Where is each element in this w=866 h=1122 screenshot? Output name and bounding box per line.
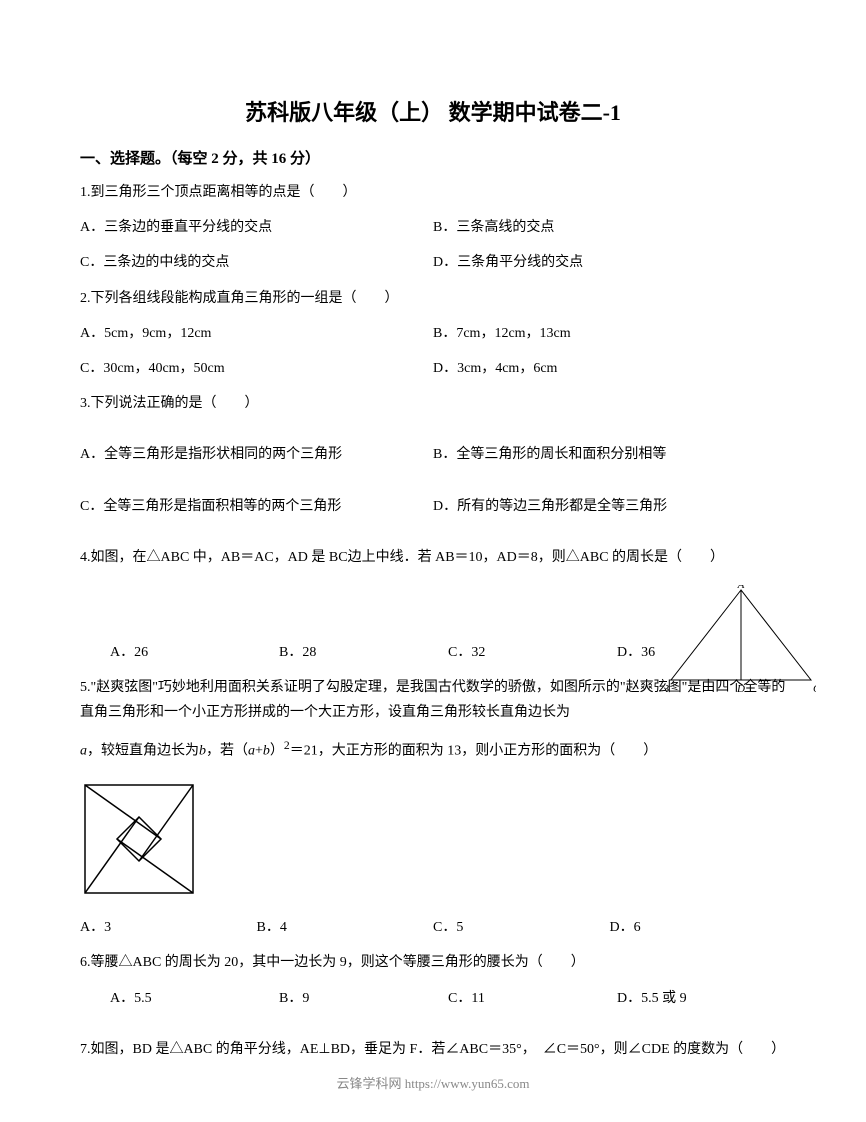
q1-optA: A．三条边的垂直平分线的交点: [80, 215, 433, 240]
q6-text: 6.等腰△ABC 的周长为 20，其中一边长为 9，则这个等腰三角形的腰长为（ …: [80, 950, 786, 975]
triangle-diagram: A B C D: [666, 585, 816, 695]
q1-optD: D．三条角平分线的交点: [433, 250, 786, 275]
q2-optD: D．3cm，4cm，6cm: [433, 356, 786, 381]
q6-options: A．5.5 B．9 C．11 D．5.5 或 9: [80, 986, 786, 1011]
q1-optC: C．三条边的中线的交点: [80, 250, 433, 275]
q2-optC: C．30cm，40cm，50cm: [80, 356, 433, 381]
q3-options-row1: A．全等三角形是指形状相同的两个三角形 B．全等三角形的周长和面积分别相等: [80, 442, 786, 467]
q5-line2: a，较短直角边长为b，若（a+b）2＝21，大正方形的面积为 13，则小正方形的…: [80, 735, 786, 764]
q6-optA: A．5.5: [110, 986, 279, 1011]
q5-optA: A．3: [80, 915, 257, 940]
q6-optB: B．9: [279, 986, 448, 1011]
pinwheel-diagram: [80, 780, 198, 898]
q1-optB: B．三条高线的交点: [433, 215, 786, 240]
q2-optA: A．5cm，9cm，12cm: [80, 321, 433, 346]
footer: 云锋学科网 https://www.yun65.com: [0, 1073, 866, 1092]
q7-text: 7.如图，BD 是△ABC 的角平分线，AE⊥BD，垂足为 F．若∠ABC＝35…: [80, 1037, 786, 1062]
q1-options-row2: C．三条边的中线的交点 D．三条角平分线的交点: [80, 250, 786, 275]
q5-optC: C．5: [433, 915, 610, 940]
q3-optC: C．全等三角形是指面积相等的两个三角形: [80, 494, 433, 519]
q5-options: A．3 B．4 C．5 D．6: [80, 915, 786, 940]
svg-text:B: B: [666, 683, 669, 695]
q2-options-row1: A．5cm，9cm，12cm B．7cm，12cm，13cm: [80, 321, 786, 346]
q4-optC: C．32: [448, 640, 617, 665]
svg-text:A: A: [737, 585, 745, 591]
q1-text: 1.到三角形三个顶点距离相等的点是（ ）: [80, 180, 786, 205]
q6-optD: D．5.5 或 9: [617, 986, 786, 1011]
q4-optB: B．28: [279, 640, 448, 665]
q3-optB: B．全等三角形的周长和面积分别相等: [433, 442, 786, 467]
q2-optB: B．7cm，12cm，13cm: [433, 321, 786, 346]
q3-options-row2: C．全等三角形是指面积相等的两个三角形 D．所有的等边三角形都是全等三角形: [80, 494, 786, 519]
q3-text: 3.下列说法正确的是（ ）: [80, 391, 786, 416]
q4-container: 4.如图，在△ABC 中，AB＝AC，AD 是 BC边上中线．若 AB＝10，A…: [80, 545, 786, 665]
q1-options-row1: A．三条边的垂直平分线的交点 B．三条高线的交点: [80, 215, 786, 240]
q5-optB: B．4: [257, 915, 434, 940]
q2-options-row2: C．30cm，40cm，50cm D．3cm，4cm，6cm: [80, 356, 786, 381]
q4-text: 4.如图，在△ABC 中，AB＝AC，AD 是 BC边上中线．若 AB＝10，A…: [80, 545, 786, 570]
q3-optA: A．全等三角形是指形状相同的两个三角形: [80, 442, 433, 467]
q6-optC: C．11: [448, 986, 617, 1011]
svg-text:D: D: [736, 683, 745, 695]
q4-optA: A．26: [110, 640, 279, 665]
q2-text: 2.下列各组线段能构成直角三角形的一组是（ ）: [80, 286, 786, 311]
section-heading: 一、选择题。（每空 2 分，共 16 分）: [80, 147, 786, 168]
page-title: 苏科版八年级（上） 数学期中试卷二-1: [80, 95, 786, 127]
svg-text:C: C: [813, 683, 816, 695]
q5-optD: D．6: [610, 915, 787, 940]
q3-optD: D．所有的等边三角形都是全等三角形: [433, 494, 786, 519]
